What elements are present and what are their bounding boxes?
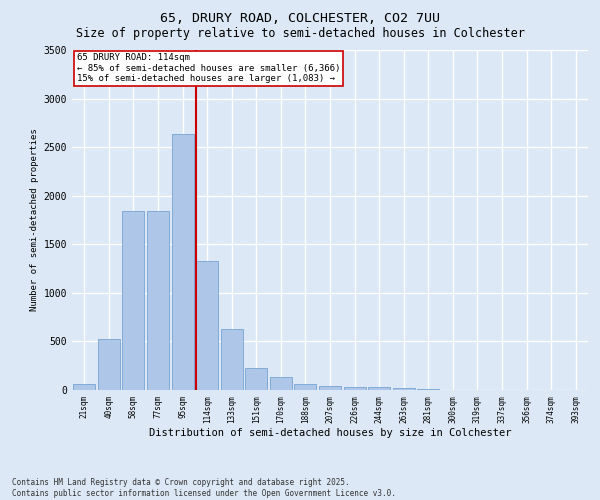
X-axis label: Distribution of semi-detached houses by size in Colchester: Distribution of semi-detached houses by … — [149, 428, 511, 438]
Bar — [392, 388, 415, 390]
Y-axis label: Number of semi-detached properties: Number of semi-detached properties — [31, 128, 40, 312]
Bar — [73, 384, 95, 390]
Text: Contains HM Land Registry data © Crown copyright and database right 2025.
Contai: Contains HM Land Registry data © Crown c… — [12, 478, 396, 498]
Text: 65 DRURY ROAD: 114sqm
← 85% of semi-detached houses are smaller (6,366)
15% of s: 65 DRURY ROAD: 114sqm ← 85% of semi-deta… — [77, 54, 341, 83]
Bar — [172, 134, 194, 390]
Bar — [196, 261, 218, 390]
Bar — [344, 387, 365, 390]
Text: Size of property relative to semi-detached houses in Colchester: Size of property relative to semi-detach… — [76, 28, 524, 40]
Bar — [221, 329, 243, 390]
Bar — [270, 378, 292, 390]
Bar — [368, 387, 390, 390]
Bar — [245, 368, 268, 390]
Bar — [98, 338, 120, 390]
Text: 65, DRURY ROAD, COLCHESTER, CO2 7UU: 65, DRURY ROAD, COLCHESTER, CO2 7UU — [160, 12, 440, 26]
Bar — [319, 386, 341, 390]
Bar — [295, 384, 316, 390]
Bar — [147, 212, 169, 390]
Bar — [417, 389, 439, 390]
Bar — [122, 212, 145, 390]
